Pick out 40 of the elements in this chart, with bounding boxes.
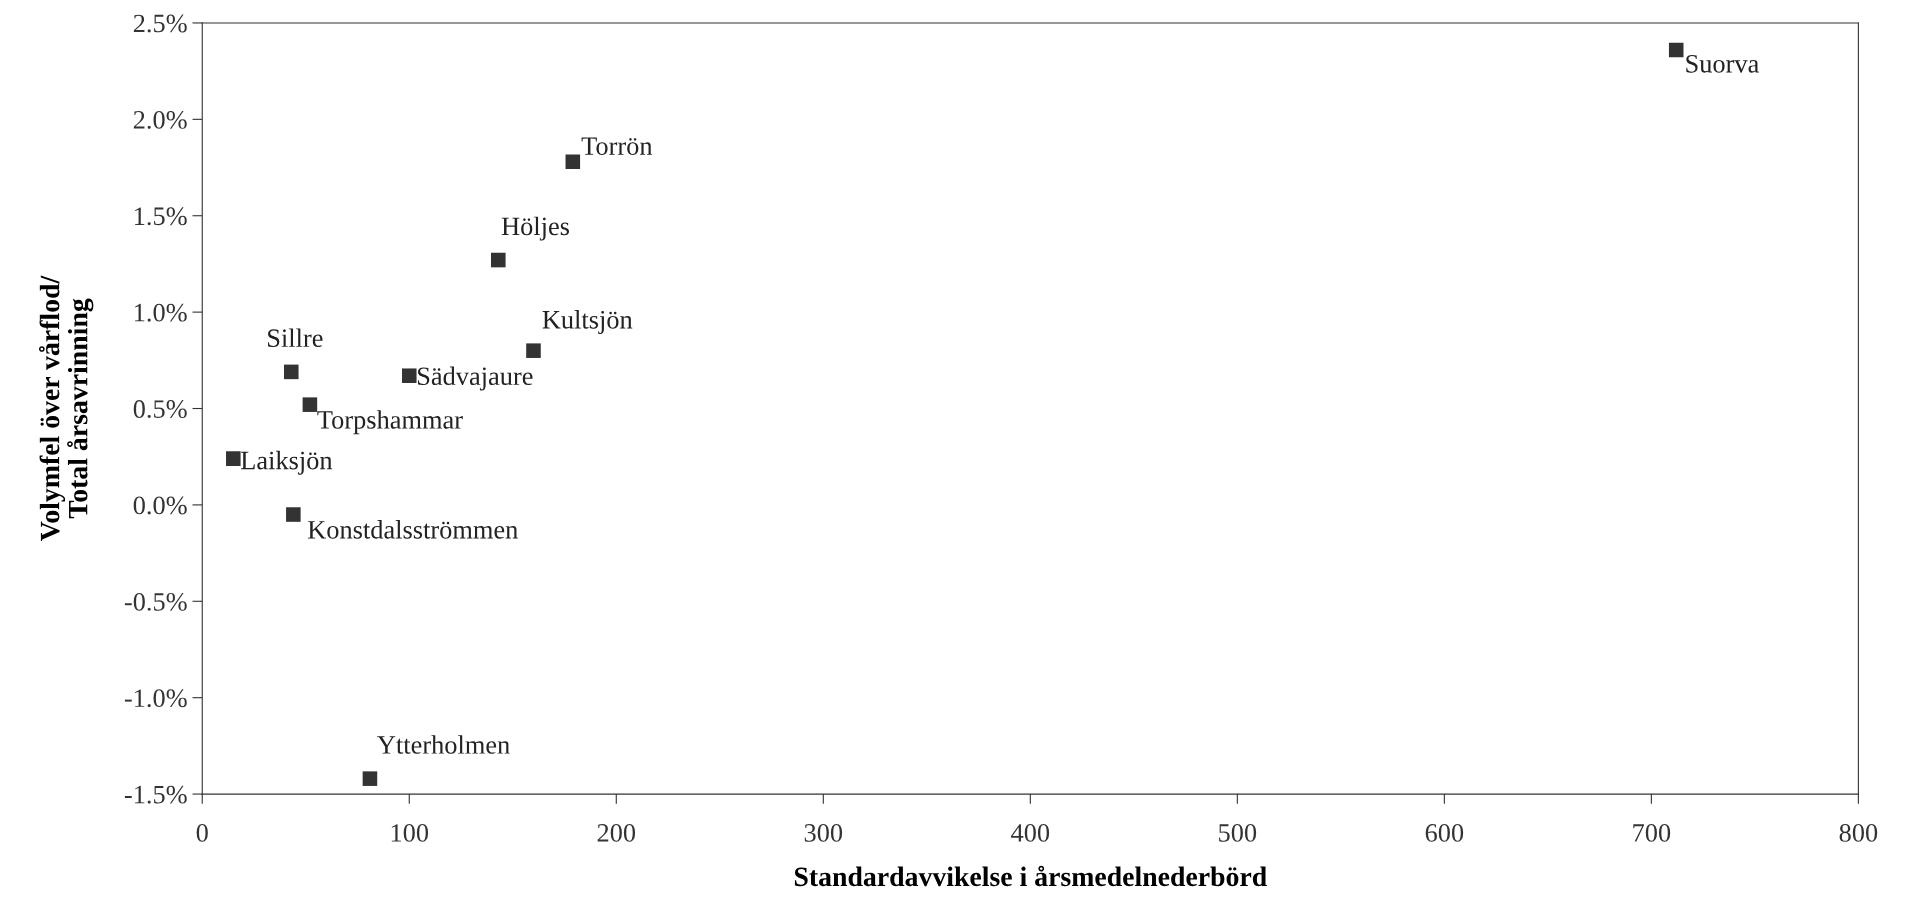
x-tick-label: 700 xyxy=(1633,824,1671,842)
point xyxy=(1668,42,1684,58)
y-tick-label: 1.5% xyxy=(135,207,187,226)
y-tick-label: 2.0% xyxy=(133,110,187,129)
annotation: Suorva xyxy=(1686,54,1759,73)
x-tick-label: 500 xyxy=(1219,824,1257,842)
point xyxy=(362,771,378,786)
annotation: Kultsjön xyxy=(542,310,633,335)
point xyxy=(226,451,241,466)
x-tick-label: 400 xyxy=(1011,824,1050,842)
x-tick-label: 200 xyxy=(597,824,636,842)
annotation: Konstdalsströmmen xyxy=(307,520,518,539)
point xyxy=(565,154,581,170)
y-tick-label: 0.0% xyxy=(133,496,187,515)
point xyxy=(401,368,417,384)
annotation: Sädvajaure xyxy=(417,366,533,391)
x-tick-label: 600 xyxy=(1425,824,1464,842)
y-tick-label: 1.0% xyxy=(135,303,187,322)
annotation: Sillre xyxy=(268,328,323,348)
y-axis-title: Volymfel över vårflod/ Total årsavrinning xyxy=(38,275,94,541)
x-tick-label: 100 xyxy=(391,824,429,842)
x-axis-title: Standardavvikelse i årsmedelnederbörd xyxy=(794,865,1267,887)
point xyxy=(526,343,541,358)
point xyxy=(302,397,318,412)
x-tick-label: 0 xyxy=(196,824,208,842)
point xyxy=(283,364,299,380)
y-tick-label: 2.5% xyxy=(133,14,187,33)
point xyxy=(286,507,301,522)
annotation: Höljes xyxy=(501,216,569,241)
annotation: Ytterholmen xyxy=(377,735,510,754)
point xyxy=(491,252,506,268)
x-tick-label: 300 xyxy=(804,824,843,842)
y-tick-label: -0.5% xyxy=(124,592,187,611)
annotation: Torpshammar xyxy=(317,410,463,435)
y-tick-label: -1.5% xyxy=(124,785,187,804)
annotation: Torrön xyxy=(581,137,653,155)
y-tick-label: -1.0% xyxy=(124,689,187,708)
annotation: Laiksjön xyxy=(241,450,333,475)
y-tick-label: 0.5% xyxy=(133,400,187,419)
x-tick-label: 800 xyxy=(1839,824,1878,842)
